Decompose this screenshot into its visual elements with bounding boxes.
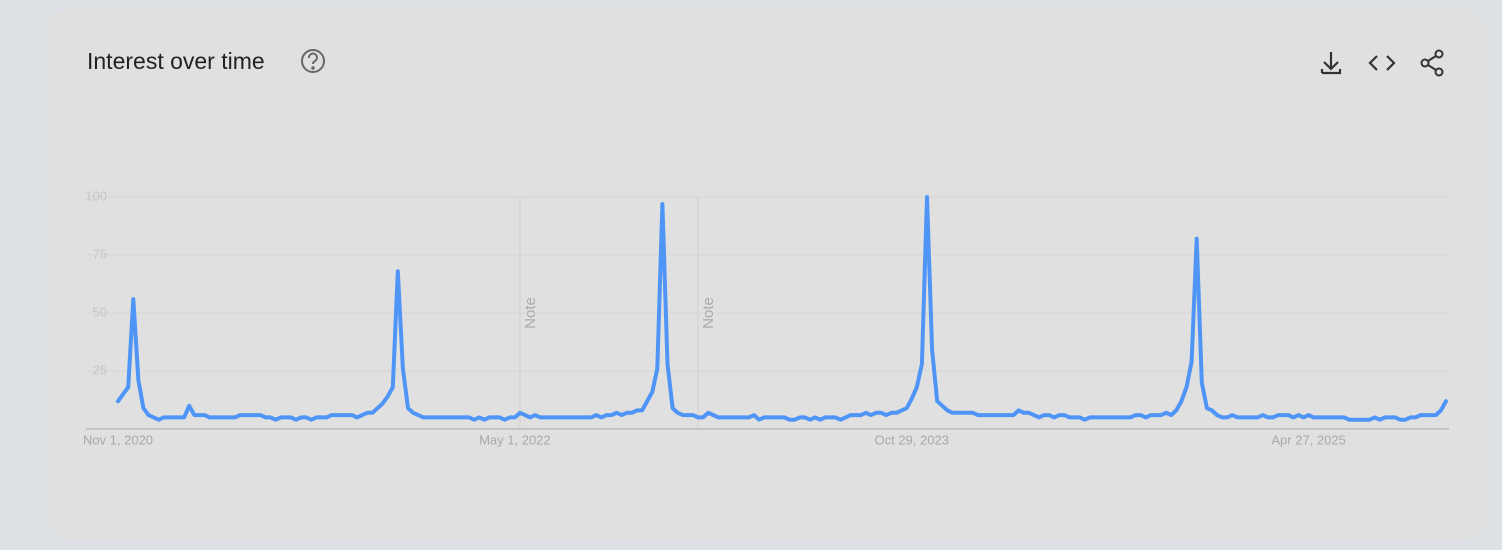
note-label: Note bbox=[522, 297, 539, 329]
card-title: Interest over time bbox=[87, 48, 265, 74]
download-icon[interactable] bbox=[1320, 52, 1342, 75]
share-icon[interactable] bbox=[1420, 49, 1444, 77]
note-label: Note bbox=[700, 297, 717, 329]
y-tick-label: 50 bbox=[93, 304, 107, 319]
x-tick-label: May 1, 2022 bbox=[479, 432, 551, 447]
trend-line bbox=[116, 195, 1448, 422]
x-tick-label: Apr 27, 2025 bbox=[1271, 432, 1345, 447]
help-icon[interactable] bbox=[301, 49, 325, 73]
x-tick-label: Nov 1, 2020 bbox=[83, 432, 153, 447]
x-tick-label: Oct 29, 2023 bbox=[875, 432, 949, 447]
y-tick-label: 100 bbox=[85, 188, 107, 203]
y-tick-label: 75 bbox=[93, 246, 107, 261]
y-tick-label: 25 bbox=[93, 362, 107, 377]
card bbox=[47, 10, 1487, 540]
embed-icon[interactable] bbox=[1368, 55, 1396, 71]
